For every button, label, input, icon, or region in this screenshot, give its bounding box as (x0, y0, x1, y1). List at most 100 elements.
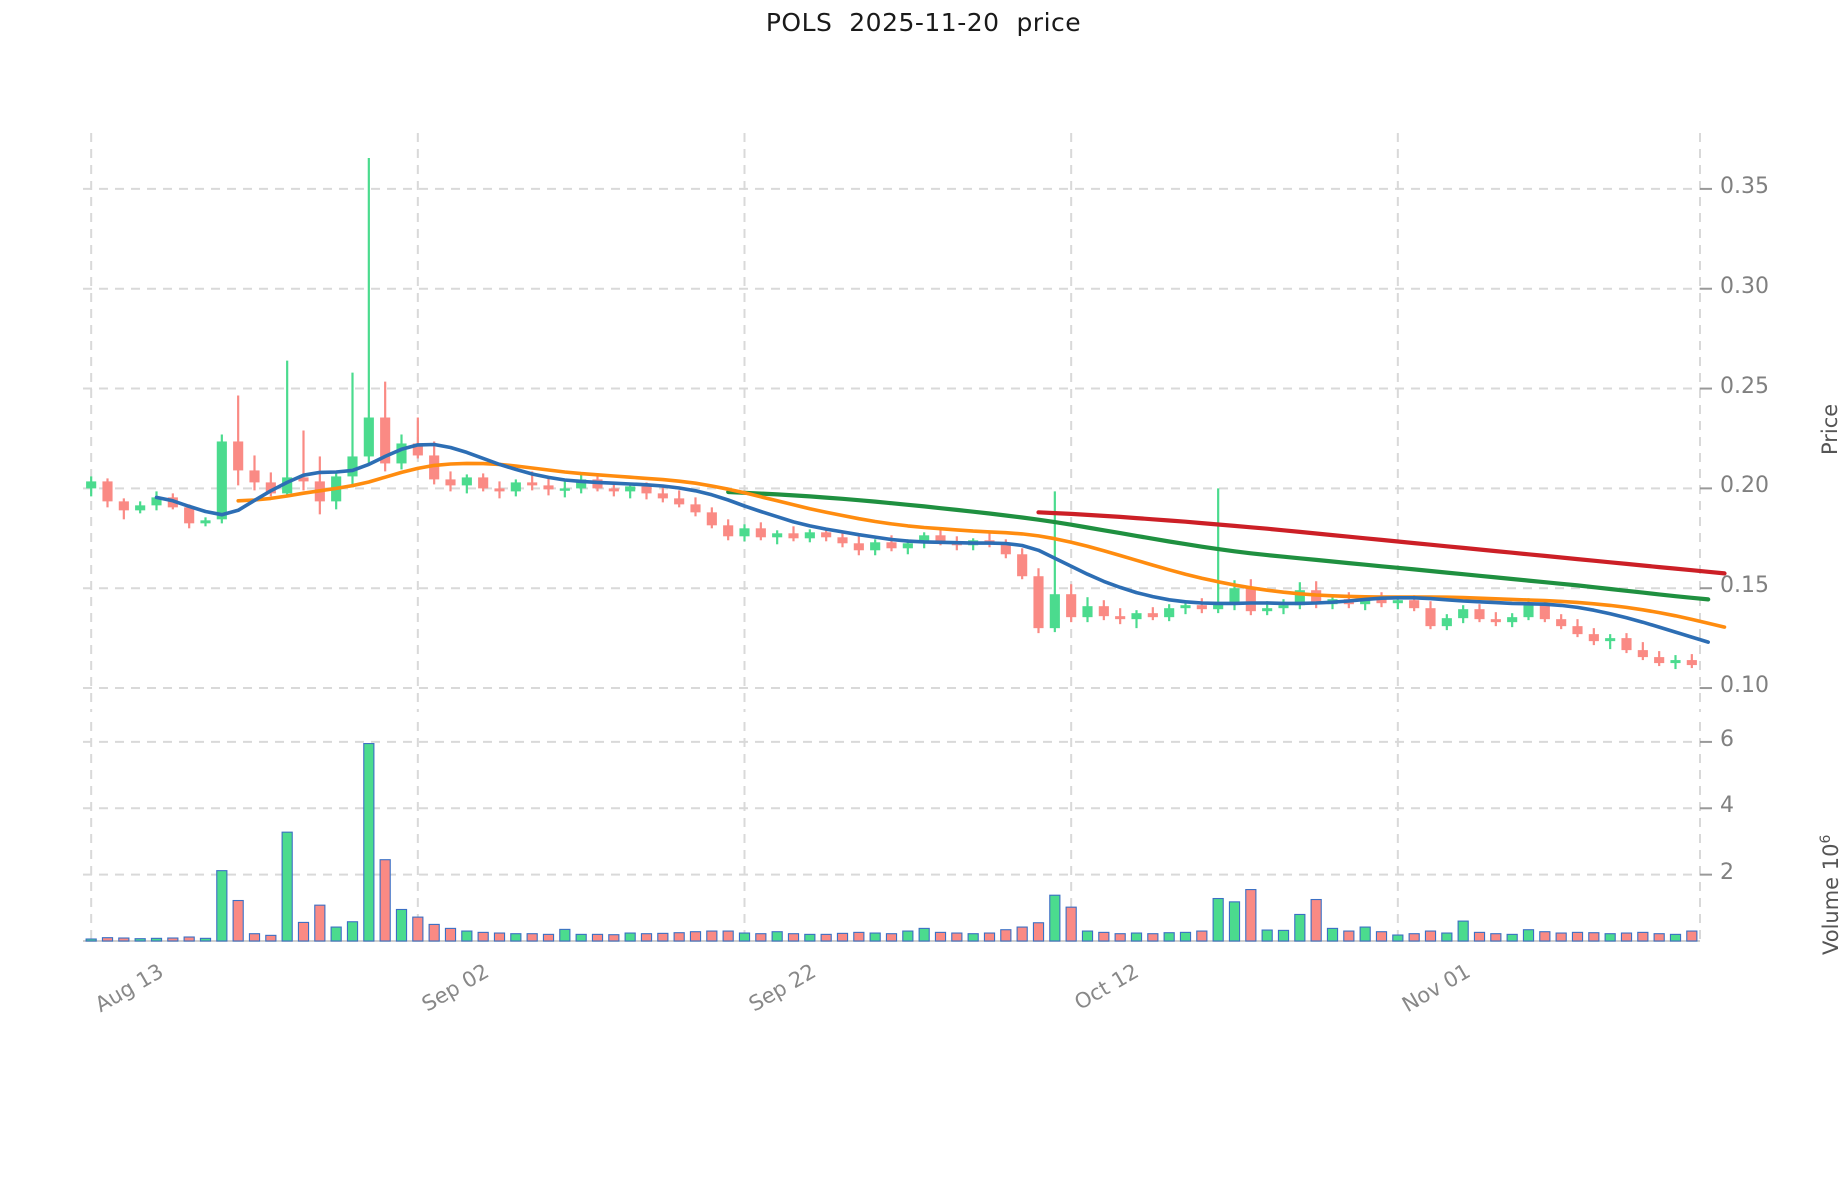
volume-bar (1669, 933, 1682, 942)
volume-bar (1424, 930, 1437, 942)
volume-bar (379, 859, 391, 942)
candle-body (527, 482, 538, 486)
volume-bar (526, 933, 538, 942)
volume-bar (1114, 933, 1126, 942)
volume-bar (1049, 894, 1061, 942)
volume-bar (1604, 933, 1616, 942)
volume-bar (804, 933, 816, 942)
volume-bar (150, 937, 163, 942)
volume-bar (787, 933, 800, 942)
price-tick-label: 0.10 (1720, 673, 1769, 699)
candle-body (1213, 603, 1224, 610)
candle-body (151, 497, 162, 506)
volume-tick-label: 4 (1720, 793, 1734, 819)
candle-body (804, 532, 815, 539)
volume-bar (608, 934, 620, 942)
volume-bar (1441, 932, 1453, 942)
candle-body (1000, 544, 1011, 555)
volume-bar (542, 933, 555, 942)
candle-body (576, 479, 587, 489)
candle-body (1588, 634, 1599, 642)
candle-body (821, 532, 832, 538)
candle-body (641, 486, 652, 494)
volume-bar (461, 930, 473, 942)
volume-bar (1653, 933, 1665, 942)
candle-body (902, 543, 913, 549)
candle-body (1294, 590, 1305, 606)
volume-bar (1686, 930, 1698, 942)
candle-body (184, 507, 195, 524)
volume-bar (1408, 933, 1420, 942)
volume-bar (232, 899, 244, 942)
candle-body (282, 477, 293, 494)
volume-bar (134, 938, 146, 942)
candle-body (1490, 619, 1501, 623)
volume-bar (428, 923, 440, 942)
volume-bar (934, 931, 947, 942)
ma-line-orange (236, 461, 1727, 629)
volume-bar (559, 928, 571, 942)
candle-body (429, 455, 440, 480)
candle-body (935, 535, 946, 543)
volume-bar (1032, 922, 1045, 942)
ma-line-red (1036, 510, 1727, 576)
volume-bar (1098, 931, 1110, 942)
candle-body (1033, 576, 1044, 629)
candle-body (510, 482, 521, 492)
volume-bar (1245, 889, 1257, 942)
candle-body (445, 479, 456, 486)
volume-bar (885, 933, 898, 942)
candle-body (1180, 605, 1191, 609)
candle-body (559, 488, 570, 491)
candle-body (1278, 605, 1289, 609)
price-tick-label: 0.25 (1720, 373, 1769, 399)
candle-body (396, 443, 407, 464)
volume-bar (1000, 929, 1012, 942)
volume-bar (706, 930, 718, 942)
candle-body (1131, 613, 1142, 620)
volume-bar (346, 921, 359, 942)
candle-body (347, 456, 358, 477)
volume-bar (314, 904, 326, 942)
candle-body (608, 488, 619, 492)
volume-bar (951, 932, 963, 942)
volume-bar (1212, 897, 1224, 942)
volume-bar (477, 931, 489, 942)
volume-bar (918, 927, 930, 942)
candle-body (1523, 604, 1534, 618)
volume-bar (1375, 931, 1388, 942)
volume-bar (1196, 930, 1208, 942)
volume-bar (248, 933, 261, 942)
candle-body (135, 505, 146, 511)
candle-body (1409, 600, 1420, 609)
volume-bar (591, 933, 604, 942)
candle-body (1572, 626, 1583, 635)
volume-bar (444, 927, 457, 942)
volume-bar (983, 932, 996, 942)
volume-bar (297, 921, 310, 942)
volume-bar (1555, 932, 1567, 942)
candle-body (1637, 650, 1648, 658)
volume-bar (820, 933, 832, 942)
volume-bar (869, 932, 881, 942)
volume-bar (1277, 929, 1290, 942)
candle-body (1670, 660, 1681, 664)
candle-body (265, 482, 276, 494)
volume-bar (1343, 930, 1355, 942)
candle-body (1066, 594, 1077, 618)
volume-bar (1261, 929, 1273, 942)
candle-body (870, 542, 881, 551)
candle-body (674, 498, 685, 505)
volume-bar (1310, 898, 1322, 942)
candle-body (657, 493, 668, 499)
volume-bar (167, 937, 179, 942)
volume-bar (395, 908, 408, 942)
volume-bar (281, 831, 293, 942)
volume-bar (1081, 930, 1094, 942)
ma-line-green (726, 489, 1711, 602)
volume-bar (412, 916, 424, 942)
volume-bar (1571, 931, 1584, 942)
candle-body (1686, 660, 1697, 666)
candle-body (1474, 609, 1485, 620)
